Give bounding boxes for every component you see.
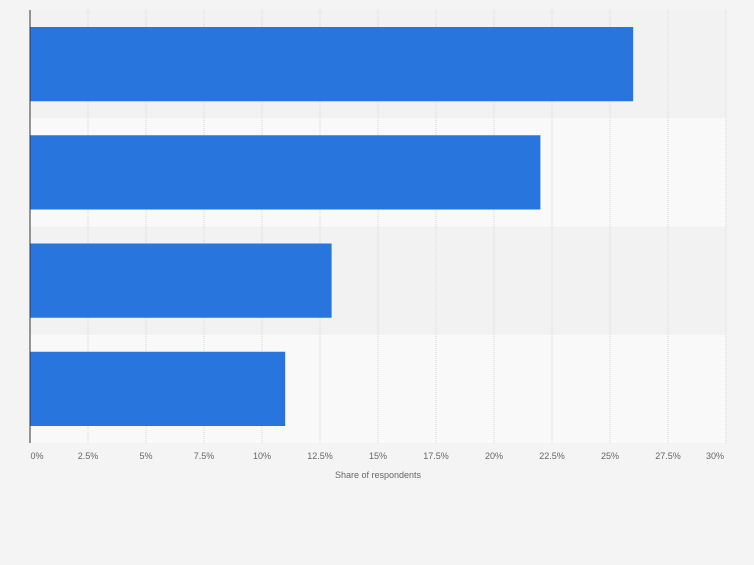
x-tick-label: 10% xyxy=(253,451,271,461)
x-tick-label: 27.5% xyxy=(655,451,681,461)
bar xyxy=(30,243,332,318)
bars xyxy=(30,27,634,426)
x-tick-label: 15% xyxy=(369,451,387,461)
bar xyxy=(30,351,286,426)
x-tick-label: 17.5% xyxy=(423,451,449,461)
x-tick-label: 5% xyxy=(139,451,152,461)
x-tick-label: 7.5% xyxy=(194,451,215,461)
x-tick-labels: 0% 2.5% 5% 7.5% 10% 12.5% 15% 17.5% 20% 22.5% 25% 2… xyxy=(30,451,724,461)
x-tick-label: 12.5% xyxy=(307,451,333,461)
x-tick-label: 30% xyxy=(706,451,724,461)
x-tick-label: 25% xyxy=(601,451,619,461)
bar xyxy=(30,27,634,102)
x-tick-label: 2.5% xyxy=(78,451,99,461)
x-tick-label: 22.5% xyxy=(539,451,565,461)
x-axis-label: Share of respondents xyxy=(335,470,422,480)
x-tick-label: 20% xyxy=(485,451,503,461)
bar xyxy=(30,135,541,210)
x-tick-label: 0% xyxy=(30,451,43,461)
